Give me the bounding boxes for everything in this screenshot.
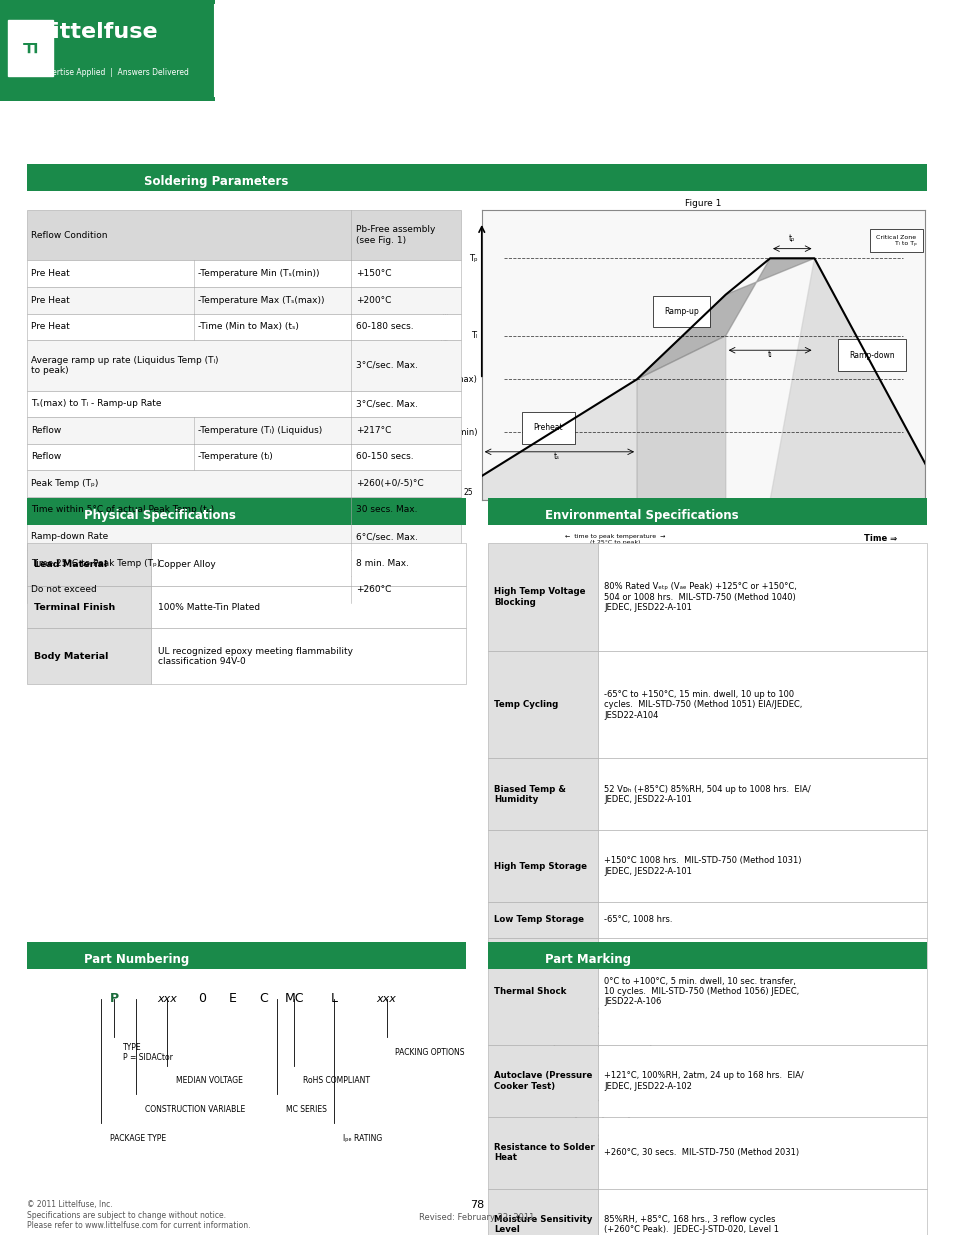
Polygon shape <box>637 258 814 379</box>
Text: Time within 5°C of actual Peak Temp (tₚ): Time within 5°C of actual Peak Temp (tₚ) <box>31 505 214 515</box>
Text: Terminal Finish: Terminal Finish <box>34 603 115 611</box>
Text: ® Protection Thyristors: ® Protection Thyristors <box>257 16 703 41</box>
Text: Temperature: Temperature <box>441 294 451 343</box>
Text: Part Marking: Part Marking <box>545 953 631 967</box>
Text: Lead Material: Lead Material <box>34 561 108 569</box>
Text: Reflow: Reflow <box>31 426 62 435</box>
Text: Temp Cycling: Temp Cycling <box>494 700 558 709</box>
Text: tₗ: tₗ <box>767 351 772 359</box>
Text: -Temperature (Tₗ) (Liquidus): -Temperature (Tₗ) (Liquidus) <box>198 426 322 435</box>
Text: ←  time to peak temperature  →
(t 25°C to peak): ← time to peak temperature → (t 25°C to … <box>564 534 664 545</box>
Text: Peak Temp (Tₚ): Peak Temp (Tₚ) <box>31 479 99 488</box>
Text: XXXXXXX
XX: XXXXXXX XX <box>575 1007 620 1029</box>
Text: Reflow: Reflow <box>31 452 62 462</box>
Text: Littelfuse: Littelfuse <box>38 22 157 42</box>
Text: XXXXX: XXXXX <box>583 1134 612 1142</box>
Text: 60-180 secs.: 60-180 secs. <box>355 322 413 331</box>
Text: 0°C to +100°C, 5 min. dwell, 10 sec. transfer,
10 cycles.  MIL-STD-750 (Method 1: 0°C to +100°C, 5 min. dwell, 10 sec. tra… <box>603 977 799 1007</box>
Text: Environmental Specifications: Environmental Specifications <box>545 509 739 522</box>
Text: Tₛ(max): Tₛ(max) <box>444 374 476 384</box>
Text: 52 Vᴅₕ (+85°C) 85%RH, 504 up to 1008 hrs.  EIA/
JEDEC, JESD22-A-101: 52 Vᴅₕ (+85°C) 85%RH, 504 up to 1008 hrs… <box>603 784 810 804</box>
Text: Tₚ: Tₚ <box>468 254 476 263</box>
Text: -Temperature Max (Tₛ(max)): -Temperature Max (Tₛ(max)) <box>198 295 325 305</box>
Text: Copper Alloy: Copper Alloy <box>158 561 216 569</box>
Text: TYPE
P = SIDACtor: TYPE P = SIDACtor <box>123 1042 172 1062</box>
Text: Tₗ: Tₗ <box>471 331 476 340</box>
Text: Reflow Condition: Reflow Condition <box>31 231 108 240</box>
Text: +150°C: +150°C <box>355 269 391 278</box>
Text: Pb-Free assembly
(see Fig. 1): Pb-Free assembly (see Fig. 1) <box>355 226 435 245</box>
Text: Thermal Shock: Thermal Shock <box>494 987 566 995</box>
Text: 80% Rated Vₑₜₚ (Vₐₑ Peak) +125°C or +150°C,
504 or 1008 hrs.  MIL-STD-750 (Metho: 80% Rated Vₑₜₚ (Vₐₑ Peak) +125°C or +150… <box>603 582 796 613</box>
Text: UL recognized epoxy meeting flammability
classification 94V-0: UL recognized epoxy meeting flammability… <box>158 647 353 666</box>
Text: tₚ: tₚ <box>788 235 795 243</box>
Text: Moisture Sensitivity
Level: Moisture Sensitivity Level <box>494 1215 592 1234</box>
Text: +217°C: +217°C <box>355 426 391 435</box>
Text: Do not exceed: Do not exceed <box>31 585 97 594</box>
Text: Revised: February 22, 2011: Revised: February 22, 2011 <box>419 1213 534 1221</box>
Text: Preheat: Preheat <box>533 424 562 432</box>
Text: Part Numbering: Part Numbering <box>84 953 189 967</box>
Text: 6°C/sec. Max.: 6°C/sec. Max. <box>355 532 417 541</box>
Text: Pre Heat: Pre Heat <box>31 322 71 331</box>
Text: +150°C 1008 hrs.  MIL-STD-750 (Method 1031)
JEDEC, JESD22-A-101: +150°C 1008 hrs. MIL-STD-750 (Method 103… <box>603 856 801 876</box>
Text: +121°C, 100%RH, 2atm, 24 up to 168 hrs.  EIA/
JEDEC, JESD22-A-102: +121°C, 100%RH, 2atm, 24 up to 168 hrs. … <box>603 1072 802 1091</box>
Text: Iₚₑ RATING: Iₚₑ RATING <box>342 1134 381 1142</box>
Text: Date Code: Date Code <box>729 1077 774 1086</box>
Text: -Time (Min to Max) (tₛ): -Time (Min to Max) (tₛ) <box>198 322 299 331</box>
Text: Biased Temp &
Humidity: Biased Temp & Humidity <box>494 784 565 804</box>
Bar <box>554 1046 650 1100</box>
Bar <box>8 20 53 75</box>
Text: +260°C, 30 secs.  MIL-STD-750 (Method 2031): +260°C, 30 secs. MIL-STD-750 (Method 203… <box>603 1149 799 1157</box>
Text: Ramp-down: Ramp-down <box>848 351 894 359</box>
Text: Part Marking Code
(Refer to Electrical Characteristics Table): Part Marking Code (Refer to Electrical C… <box>729 1024 885 1042</box>
Text: 25: 25 <box>463 488 473 498</box>
Text: Resistance to Solder
Heat: Resistance to Solder Heat <box>494 1144 595 1162</box>
Text: 78: 78 <box>470 1200 483 1210</box>
Text: Physical Specifications: Physical Specifications <box>84 509 235 522</box>
Text: Ramp-up: Ramp-up <box>663 308 698 316</box>
Text: PACKING OPTIONS: PACKING OPTIONS <box>395 1047 464 1057</box>
Text: ⅂⅂: ⅂⅂ <box>23 42 38 56</box>
Text: 100% Matte-Tin Plated: 100% Matte-Tin Plated <box>158 603 260 611</box>
Text: RoHS COMPLIANT: RoHS COMPLIANT <box>303 1077 370 1086</box>
Text: P: P <box>110 992 119 1005</box>
Text: Soldering Parameters: Soldering Parameters <box>144 175 288 189</box>
Text: 8 min. Max.: 8 min. Max. <box>355 558 409 568</box>
Text: Tₛ(max) to Tₗ - Ramp-up Rate: Tₛ(max) to Tₗ - Ramp-up Rate <box>31 399 162 409</box>
Text: High Temp Voltage
Blocking: High Temp Voltage Blocking <box>494 588 585 606</box>
Text: Time 25°C to Peak Temp (Tₚ): Time 25°C to Peak Temp (Tₚ) <box>31 558 161 568</box>
Text: Expertise Applied  |  Answers Delivered: Expertise Applied | Answers Delivered <box>38 68 189 78</box>
Text: 0: 0 <box>198 992 206 1005</box>
FancyBboxPatch shape <box>0 0 214 101</box>
Text: 3°C/sec. Max.: 3°C/sec. Max. <box>355 361 417 369</box>
Text: MC SERIES: MC SERIES <box>285 1105 326 1114</box>
Text: +200°C: +200°C <box>355 295 391 305</box>
Text: +260°C: +260°C <box>355 585 391 594</box>
Text: +260(+0/-5)°C: +260(+0/-5)°C <box>355 479 423 488</box>
Text: xxx: xxx <box>376 994 396 1004</box>
Text: PACKAGE TYPE: PACKAGE TYPE <box>110 1134 166 1142</box>
Text: -Temperature (tₗ): -Temperature (tₗ) <box>198 452 273 462</box>
Text: Broadband Optimized™ Protection: Broadband Optimized™ Protection <box>257 65 521 80</box>
Text: Body Material: Body Material <box>34 652 109 661</box>
Text: 60-150 secs.: 60-150 secs. <box>355 452 413 462</box>
Text: 30 secs. Max.: 30 secs. Max. <box>355 505 416 515</box>
Polygon shape <box>637 336 725 500</box>
Polygon shape <box>769 258 924 500</box>
Text: Autoclave (Pressure
Cooker Test): Autoclave (Pressure Cooker Test) <box>494 1072 592 1091</box>
Text: MC: MC <box>284 992 304 1005</box>
Text: High Temp Storage: High Temp Storage <box>494 862 586 871</box>
Text: tₛ: tₛ <box>554 452 559 461</box>
Text: Average ramp up rate (Liquidus Temp (Tₗ)
to peak): Average ramp up rate (Liquidus Temp (Tₗ)… <box>31 356 219 375</box>
Text: -Temperature Min (Tₛ(min)): -Temperature Min (Tₛ(min)) <box>198 269 319 278</box>
Text: xxx: xxx <box>157 994 177 1004</box>
Text: Critical Zone
Tₗ to Tₚ: Critical Zone Tₗ to Tₚ <box>876 236 916 246</box>
Text: MEDIAN VOLTAGE: MEDIAN VOLTAGE <box>175 1077 242 1086</box>
Text: Time ⇒: Time ⇒ <box>863 534 897 543</box>
Text: -65°C, 1008 hrs.: -65°C, 1008 hrs. <box>603 915 672 924</box>
Text: SIDACtor: SIDACtor <box>257 16 376 41</box>
Text: Tₛ(min): Tₛ(min) <box>446 429 476 437</box>
Text: -65°C to +150°C, 15 min. dwell, 10 up to 100
cycles.  MIL-STD-750 (Method 1051) : -65°C to +150°C, 15 min. dwell, 10 up to… <box>603 690 801 720</box>
Text: C: C <box>259 992 268 1005</box>
